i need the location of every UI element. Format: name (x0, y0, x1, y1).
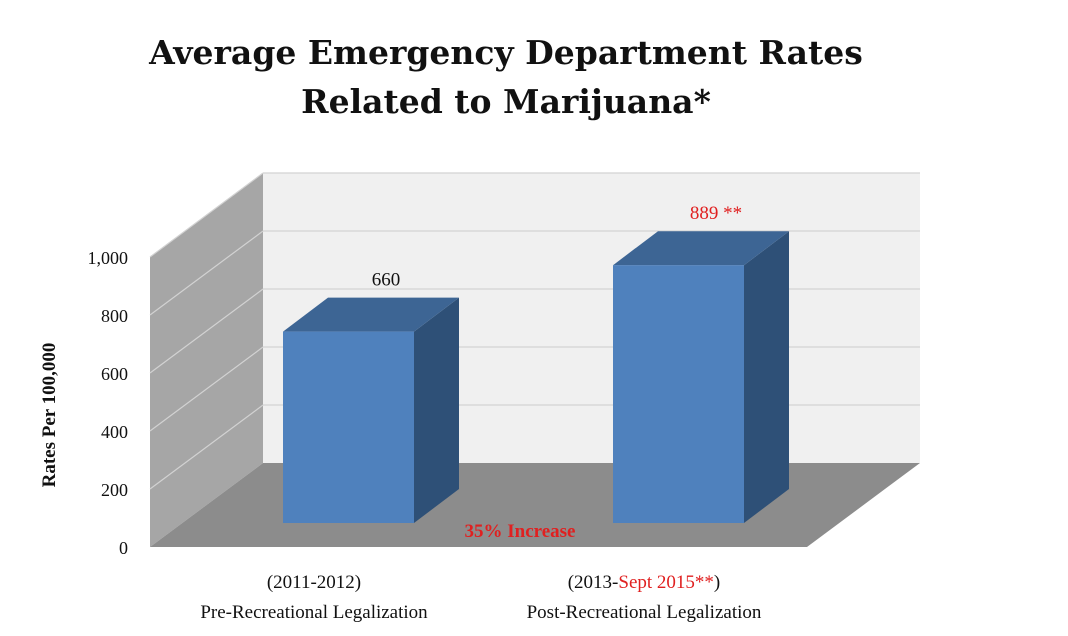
gridline-side (149, 230, 264, 316)
chart-title-line-2: Related to Marijuana* (301, 82, 711, 121)
increase-annotation: 35% Increase (465, 521, 576, 542)
y-tick-label: 600 (101, 364, 128, 384)
gridline-side (149, 404, 264, 490)
category-period-pre: (2011-2012) (154, 568, 474, 598)
chart-title-line-1: Average Emergency Department Rates (149, 33, 863, 72)
y-axis-label: Rates Per 100,000 (39, 343, 60, 488)
bar-data-label: 660 (372, 270, 401, 291)
bar-top (613, 231, 789, 266)
gridline-side (149, 346, 264, 432)
bar-1 (283, 297, 459, 523)
category-name-post: Post-Recreational Legalization (526, 602, 762, 623)
y-tick-label: 0 (119, 538, 128, 558)
category-period-post: (2013-Sept 2015**) (484, 568, 804, 598)
bar-side (744, 231, 789, 523)
bar-top (283, 297, 459, 332)
period-text: (2011-2012) (266, 572, 362, 593)
category-name-pre: Pre-Recreational Legalization (200, 602, 428, 623)
chart-title: Average Emergency Department Rates Relat… (0, 28, 1012, 126)
gridline-side (149, 172, 264, 258)
y-tick-label: 1,000 (88, 248, 129, 268)
bar-2 (613, 231, 789, 523)
y-tick-label: 800 (101, 306, 128, 326)
gridline-side (149, 288, 264, 374)
bar-front (613, 265, 744, 523)
period-suffix: ) (713, 572, 721, 593)
y-tick-label: 400 (101, 422, 128, 442)
period-text: (2013- (567, 572, 619, 593)
bar-data-label: 889 ** (690, 203, 742, 224)
side-wall (150, 173, 263, 547)
period-highlight: Sept 2015** (618, 572, 714, 593)
category-label-pre: (2011-2012) Pre-Recreational Legalizatio… (154, 568, 474, 628)
bar-side (414, 297, 459, 523)
y-tick-label: 200 (101, 480, 128, 500)
bar-front (283, 331, 414, 523)
category-label-post: (2013-Sept 2015**) Post-Recreational Leg… (484, 568, 804, 628)
